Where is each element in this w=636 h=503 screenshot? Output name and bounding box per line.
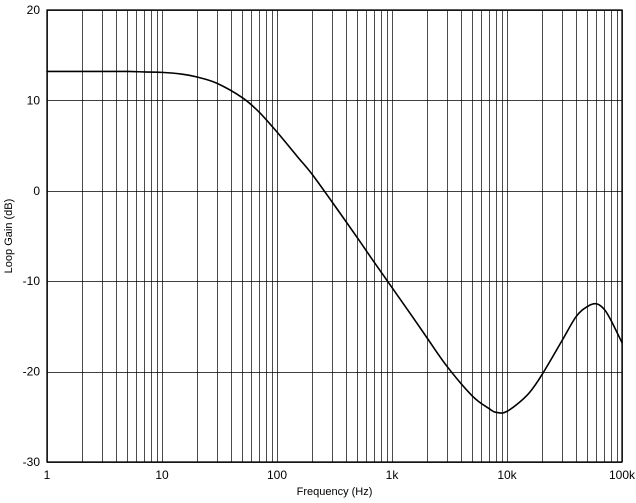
- x-tick-label: 10: [155, 468, 169, 482]
- plot-frame: [46, 9, 623, 463]
- x-tick-label: 100: [267, 468, 287, 482]
- x-tick-label: 1: [44, 468, 51, 482]
- y-tick-label: 10: [27, 93, 41, 107]
- x-axis-title: Frequency (Hz): [296, 486, 373, 498]
- y-axis-title: Loop Gain (dB): [3, 198, 15, 274]
- loop-gain-curve: [46, 70, 623, 414]
- y-tick-label: -20: [23, 365, 41, 379]
- x-tick-label: 100k: [609, 468, 636, 482]
- x-tick-label: 1k: [386, 468, 400, 482]
- y-tick-label: 20: [27, 3, 41, 17]
- y-tick-label: -30: [23, 455, 41, 469]
- x-tick-label: 10k: [497, 468, 517, 482]
- y-tick-label: -10: [23, 274, 41, 288]
- y-tick-label: 0: [33, 184, 40, 198]
